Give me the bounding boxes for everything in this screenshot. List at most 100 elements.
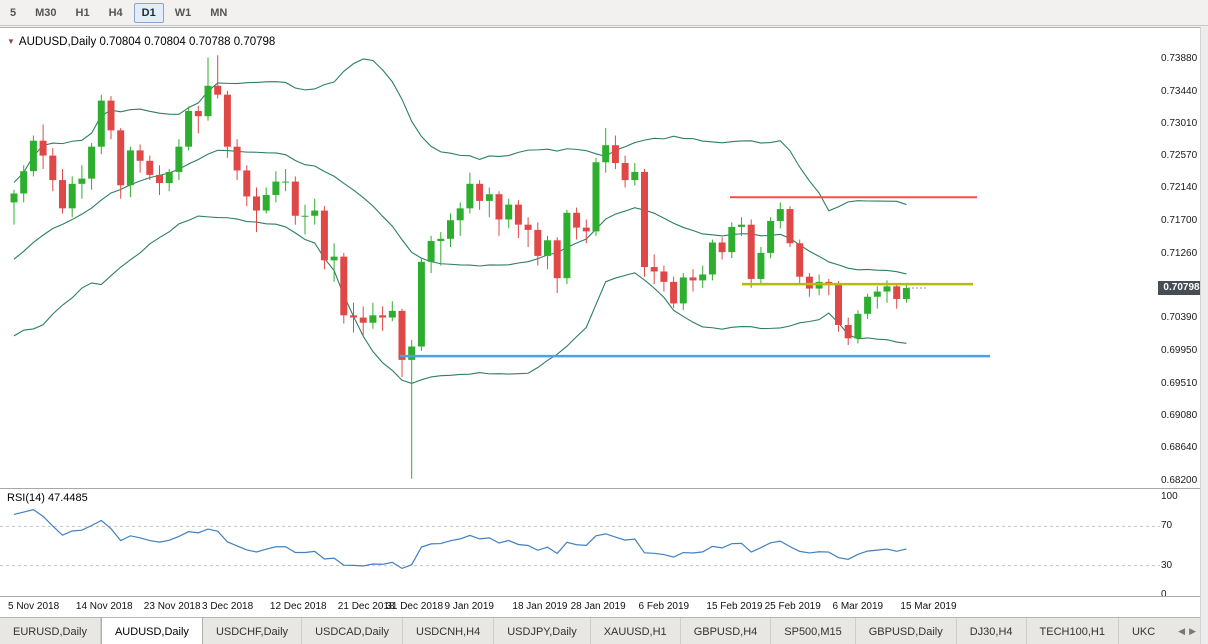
bollinger-lower bbox=[13, 215, 907, 384]
price-tick: 0.73880 bbox=[1161, 53, 1198, 64]
candle bbox=[146, 155, 154, 181]
candle bbox=[582, 219, 590, 244]
date-axis-label: 5 Nov 2018 bbox=[8, 601, 60, 612]
price-tick: 0.73440 bbox=[1161, 85, 1198, 97]
main-chart-pane: ▼ AUDUSD,Daily 0.70804 0.70804 0.70788 0.… bbox=[0, 30, 1205, 488]
candle bbox=[10, 189, 18, 225]
tab-scroll-right-icon[interactable]: ▶ bbox=[1189, 626, 1196, 636]
tab-scroll-left-icon[interactable]: ◀ bbox=[1178, 626, 1186, 636]
date-axis-label: 23 Nov 2018 bbox=[143, 601, 201, 612]
candle bbox=[437, 232, 445, 266]
candle bbox=[563, 209, 571, 285]
candle bbox=[253, 187, 260, 233]
candle bbox=[165, 168, 173, 192]
date-axis-label: 31 Dec 2018 bbox=[386, 601, 444, 612]
candle bbox=[350, 302, 357, 333]
candle bbox=[417, 258, 425, 351]
price-tick: 0.69950 bbox=[1161, 344, 1198, 356]
date-axis-label: 15 Feb 2019 bbox=[706, 601, 763, 612]
candle bbox=[408, 339, 416, 479]
candle bbox=[776, 202, 784, 229]
candle bbox=[320, 206, 328, 270]
candle bbox=[107, 96, 115, 140]
symbol-dropdown-icon[interactable]: ▼ bbox=[7, 37, 15, 46]
date-axis-label: 6 Mar 2019 bbox=[832, 601, 884, 612]
bollinger-upper bbox=[13, 58, 907, 212]
candle bbox=[873, 286, 881, 309]
candle bbox=[466, 172, 474, 214]
candle bbox=[757, 246, 765, 285]
tab-usdjpy-daily[interactable]: USDJPY,Daily bbox=[494, 618, 591, 644]
timeframe-h1[interactable]: H1 bbox=[75, 6, 90, 19]
rsi-pane: RSI(14) 47.4485 100 70 30 0 bbox=[0, 488, 1200, 600]
price-tick: 0.69080 bbox=[1161, 409, 1198, 421]
candle bbox=[679, 272, 687, 311]
candle bbox=[544, 235, 551, 270]
rsi-line bbox=[13, 508, 907, 570]
rsi-indicator-label: RSI(14) 47.4485 bbox=[7, 492, 88, 504]
main-chart-canvas[interactable] bbox=[0, 30, 1200, 488]
candle bbox=[49, 148, 57, 192]
timeframe-d1[interactable]: D1 bbox=[133, 2, 164, 23]
candle bbox=[447, 213, 454, 247]
candle bbox=[476, 180, 484, 210]
price-tick: 0.68200 bbox=[1161, 475, 1198, 486]
candle bbox=[524, 217, 532, 247]
date-axis-label: 28 Jan 2019 bbox=[570, 601, 626, 612]
candle bbox=[738, 217, 745, 236]
candle bbox=[156, 165, 163, 195]
timeframe-w1[interactable]: W1 bbox=[174, 6, 192, 19]
candle bbox=[243, 165, 251, 207]
trendlines bbox=[400, 196, 990, 358]
candle bbox=[29, 135, 37, 177]
tab-gbpusd-daily[interactable]: GBPUSD,Daily bbox=[855, 618, 957, 644]
date-axis-label: 14 Nov 2018 bbox=[75, 601, 133, 612]
timeframe-toolbar: 5 M30 H1 H4 D1 W1 MN bbox=[0, 0, 1208, 26]
candle bbox=[126, 146, 134, 198]
timeframe-m30[interactable]: M30 bbox=[35, 6, 57, 19]
date-axis-label: 3 Dec 2018 bbox=[202, 601, 254, 612]
date-axis-label: 21 Dec 2018 bbox=[337, 601, 395, 612]
candle bbox=[621, 155, 629, 188]
tab-usdcnh-h4[interactable]: USDCNH,H4 bbox=[403, 618, 495, 644]
date-axis-label: 25 Feb 2019 bbox=[764, 601, 821, 612]
tab-usdchf-daily[interactable]: USDCHF,Daily bbox=[202, 618, 303, 644]
tab-sp500-m15[interactable]: SP500,M15 bbox=[771, 618, 856, 644]
candle bbox=[786, 206, 794, 247]
timeframe-mn[interactable]: MN bbox=[210, 6, 228, 19]
timeframe-h4[interactable]: H4 bbox=[108, 6, 123, 19]
candle bbox=[592, 157, 600, 236]
tab-eurusd-daily[interactable]: EURUSD,Daily bbox=[0, 618, 101, 644]
candle bbox=[233, 139, 241, 181]
candle bbox=[650, 254, 658, 285]
bollinger-middle bbox=[13, 149, 907, 275]
candle bbox=[117, 128, 125, 199]
price-tick: 0.71700 bbox=[1161, 214, 1198, 226]
chart-title: ▼ AUDUSD,Daily 0.70804 0.70804 0.70788 0.… bbox=[7, 36, 275, 48]
candle bbox=[767, 217, 775, 259]
timeframe-5[interactable]: 5 bbox=[10, 6, 17, 19]
candle bbox=[534, 222, 542, 266]
tab-list: EURUSD,Daily AUDUSD,Daily USDCHF,Daily USDC… bbox=[0, 618, 1164, 644]
date-axis-label: 12 Dec 2018 bbox=[269, 601, 327, 612]
candle bbox=[39, 124, 47, 169]
tab-ukc[interactable]: UKC bbox=[1118, 618, 1164, 644]
chart-window: ▼ AUDUSD,Daily 0.70804 0.70804 0.70788 0.… bbox=[0, 27, 1205, 644]
candle bbox=[708, 239, 716, 281]
tab-dj30-h4[interactable]: DJ30,H4 bbox=[956, 618, 1027, 644]
tab-scroll-controls: ◀ ▶ bbox=[1164, 618, 1200, 644]
date-axis-label: 18 Jan 2019 bbox=[512, 601, 568, 612]
tab-usdcad-daily[interactable]: USDCAD,Daily bbox=[302, 618, 404, 644]
rsi-canvas[interactable] bbox=[0, 489, 1200, 597]
tab-audusd-daily[interactable]: AUDUSD,Daily bbox=[100, 618, 203, 644]
candle bbox=[359, 306, 367, 337]
rsi-axis-label: 70 bbox=[1161, 520, 1173, 532]
tab-tech100-h1[interactable]: TECH100,H1 bbox=[1026, 618, 1119, 644]
candle bbox=[670, 276, 678, 308]
price-tick: 0.72140 bbox=[1161, 182, 1198, 194]
tab-xauusd-h1[interactable]: XAUUSD,H1 bbox=[590, 618, 681, 644]
candle bbox=[88, 142, 96, 190]
tab-gbpusd-h4[interactable]: GBPUSD,H4 bbox=[680, 618, 772, 644]
right-scrollbar[interactable] bbox=[1200, 27, 1208, 644]
candle bbox=[78, 165, 86, 199]
